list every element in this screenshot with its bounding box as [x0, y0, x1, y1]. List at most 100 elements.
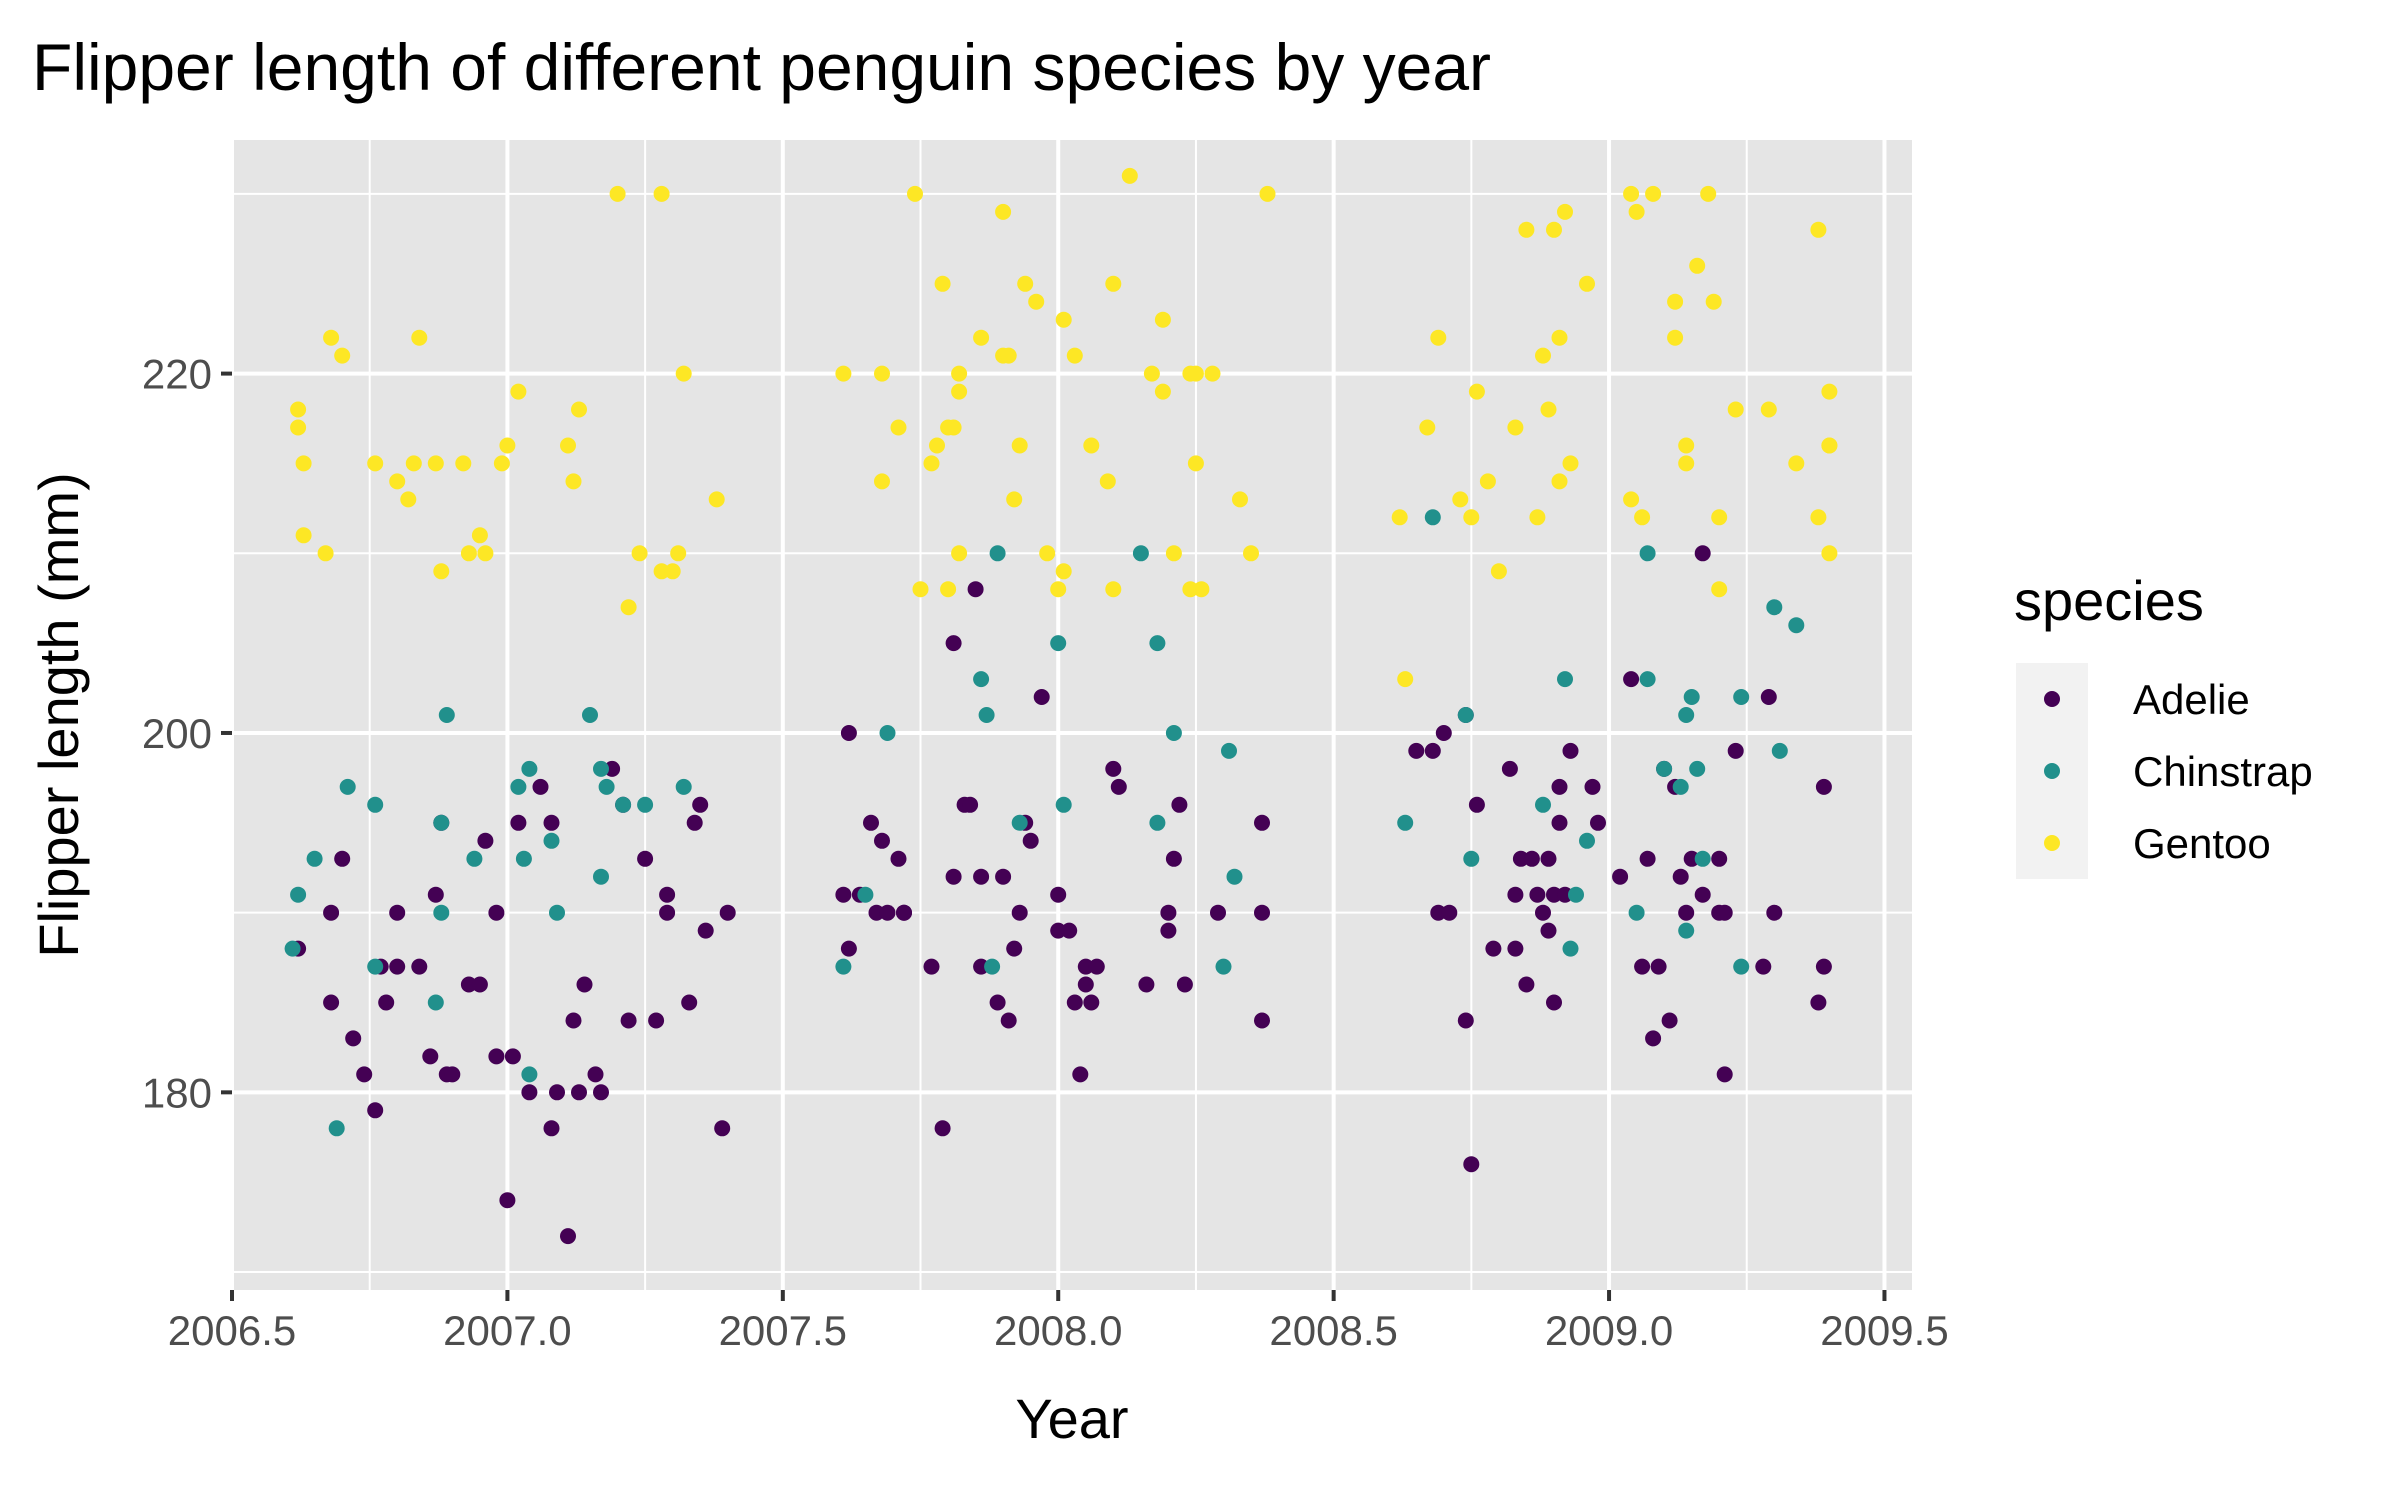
data-point: [427, 455, 444, 472]
data-point: [604, 760, 621, 777]
data-point: [389, 958, 406, 975]
data-point: [1105, 275, 1122, 292]
data-point: [697, 922, 714, 939]
data-point: [1540, 922, 1557, 939]
data-point: [295, 455, 312, 472]
data-point: [1760, 689, 1777, 705]
data-point: [1579, 275, 1595, 292]
data-point: [637, 796, 654, 813]
data-point: [1430, 904, 1447, 921]
data-point: [1006, 940, 1023, 957]
data-point: [1050, 581, 1067, 598]
data-point: [1452, 491, 1469, 508]
data-point: [951, 365, 968, 382]
data-point: [543, 832, 560, 849]
data-point: [1507, 886, 1524, 903]
data-point: [648, 1012, 665, 1029]
series-adelie: [290, 545, 1832, 1245]
x-tick-label: 2009.5: [1820, 1307, 1948, 1354]
data-point: [378, 994, 395, 1011]
data-point: [1204, 365, 1221, 382]
data-point: [912, 581, 929, 598]
data-point: [1430, 329, 1447, 346]
data-point: [1397, 671, 1414, 688]
data-point: [499, 437, 516, 454]
data-point: [1171, 796, 1188, 813]
data-point: [306, 850, 323, 867]
data-point: [1408, 742, 1425, 759]
data-point: [1243, 545, 1259, 562]
data-point: [1535, 904, 1551, 921]
data-point: [444, 1066, 461, 1083]
x-tick-label: 2008.5: [1269, 1307, 1397, 1354]
data-point: [438, 707, 455, 723]
data-point: [940, 581, 957, 598]
data-point: [653, 185, 670, 202]
data-point: [328, 1120, 345, 1137]
data-point: [1711, 850, 1728, 867]
data-point: [1083, 437, 1100, 454]
data-point: [1689, 257, 1706, 274]
data-point: [1760, 401, 1777, 418]
data-point: [1193, 581, 1210, 598]
data-point: [1700, 185, 1717, 202]
legend-label-gentoo: Gentoo: [2133, 820, 2271, 867]
data-point: [549, 1084, 565, 1101]
data-point: [455, 455, 472, 472]
data-point: [1160, 922, 1177, 939]
legend: species Adelie Chinstrap Gentoo: [2014, 569, 2313, 879]
data-point: [334, 347, 351, 364]
data-point: [1562, 940, 1579, 957]
data-point: [356, 1066, 373, 1083]
data-point: [1628, 904, 1645, 921]
data-point: [504, 1048, 521, 1065]
data-point: [1457, 707, 1474, 723]
data-point: [1441, 904, 1458, 921]
data-point: [659, 904, 676, 921]
data-point: [477, 545, 494, 562]
data-point: [1656, 760, 1673, 777]
data-point: [367, 958, 384, 975]
data-point: [345, 1030, 362, 1047]
data-point: [1066, 347, 1083, 364]
data-point: [582, 707, 598, 723]
data-point: [1077, 976, 1094, 993]
data-point: [339, 778, 356, 795]
data-point: [1182, 581, 1199, 598]
data-point: [857, 886, 874, 903]
data-point: [1694, 886, 1711, 903]
data-point: [1678, 922, 1695, 939]
data-point: [1479, 473, 1496, 490]
data-point: [1667, 293, 1684, 310]
data-point: [681, 994, 698, 1011]
data-point: [1634, 958, 1651, 975]
data-point: [923, 958, 940, 975]
data-point: [284, 940, 301, 957]
data-point: [989, 545, 1006, 562]
data-point: [290, 419, 307, 436]
data-point: [1055, 311, 1072, 328]
data-point: [1254, 814, 1270, 831]
data-point: [1507, 940, 1524, 957]
data-point: [1634, 509, 1651, 526]
series-chinstrap: [284, 509, 1805, 1137]
data-point: [934, 1120, 951, 1137]
data-point: [460, 545, 477, 562]
data-point: [493, 455, 510, 472]
data-point: [1490, 563, 1507, 580]
data-point: [637, 850, 654, 867]
data-point: [973, 868, 990, 885]
data-point: [1584, 778, 1601, 795]
data-point: [1072, 1066, 1089, 1083]
data-point: [1165, 545, 1182, 562]
data-point: [323, 994, 340, 1011]
data-point: [1771, 742, 1788, 759]
data-point: [719, 904, 736, 921]
data-point: [1232, 491, 1248, 508]
data-point: [1121, 167, 1138, 184]
data-point: [945, 635, 962, 652]
data-point: [1033, 689, 1050, 705]
data-point: [593, 1084, 609, 1101]
data-point: [1391, 509, 1408, 526]
